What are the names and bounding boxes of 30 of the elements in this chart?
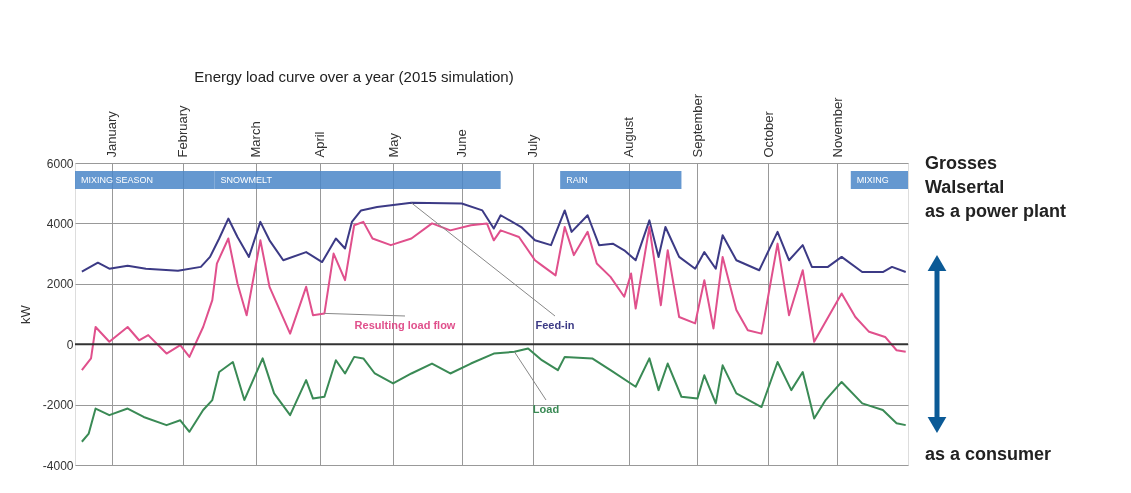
y-axis-title: kW [17, 304, 33, 324]
text: Load [532, 403, 560, 415]
x-tick-label: August [621, 116, 637, 158]
y-tick-label: 6000 [46, 156, 74, 171]
x-tick-label: November [829, 96, 845, 158]
y-tick-label: 4000 [46, 216, 74, 231]
x-tick-label: January [104, 110, 120, 158]
y-tick-label: 0 [66, 337, 74, 352]
band-label: MIXING [856, 175, 889, 185]
x-tick-label: October [760, 110, 776, 158]
x-tick-label: May [385, 132, 401, 158]
x-tick-label: September [689, 93, 705, 158]
text: Grosses Walsertal as a power plant [925, 153, 1067, 221]
band-label: MIXING SEASON [81, 175, 154, 185]
x-tick-label: February [175, 104, 191, 158]
line-series [80, 220, 907, 372]
x-tick-label: March [248, 121, 264, 158]
chart-title: Energy load curve over a year (2015 simulation) [194, 68, 514, 86]
text: as a consumer [925, 444, 1052, 464]
text: Feed-in [535, 319, 575, 331]
band-label: RAIN [566, 175, 588, 185]
y-tick-label: 2000 [46, 277, 74, 292]
band-label: SNOWMELT [220, 175, 273, 185]
y-tick-label: -2000 [42, 398, 74, 413]
y-tick-label: -4000 [42, 458, 74, 473]
line-series [80, 347, 907, 443]
x-tick-label: April [312, 131, 328, 158]
line-series [80, 201, 907, 274]
x-tick-label: July [525, 133, 541, 158]
x-tick-label: June [454, 129, 470, 158]
